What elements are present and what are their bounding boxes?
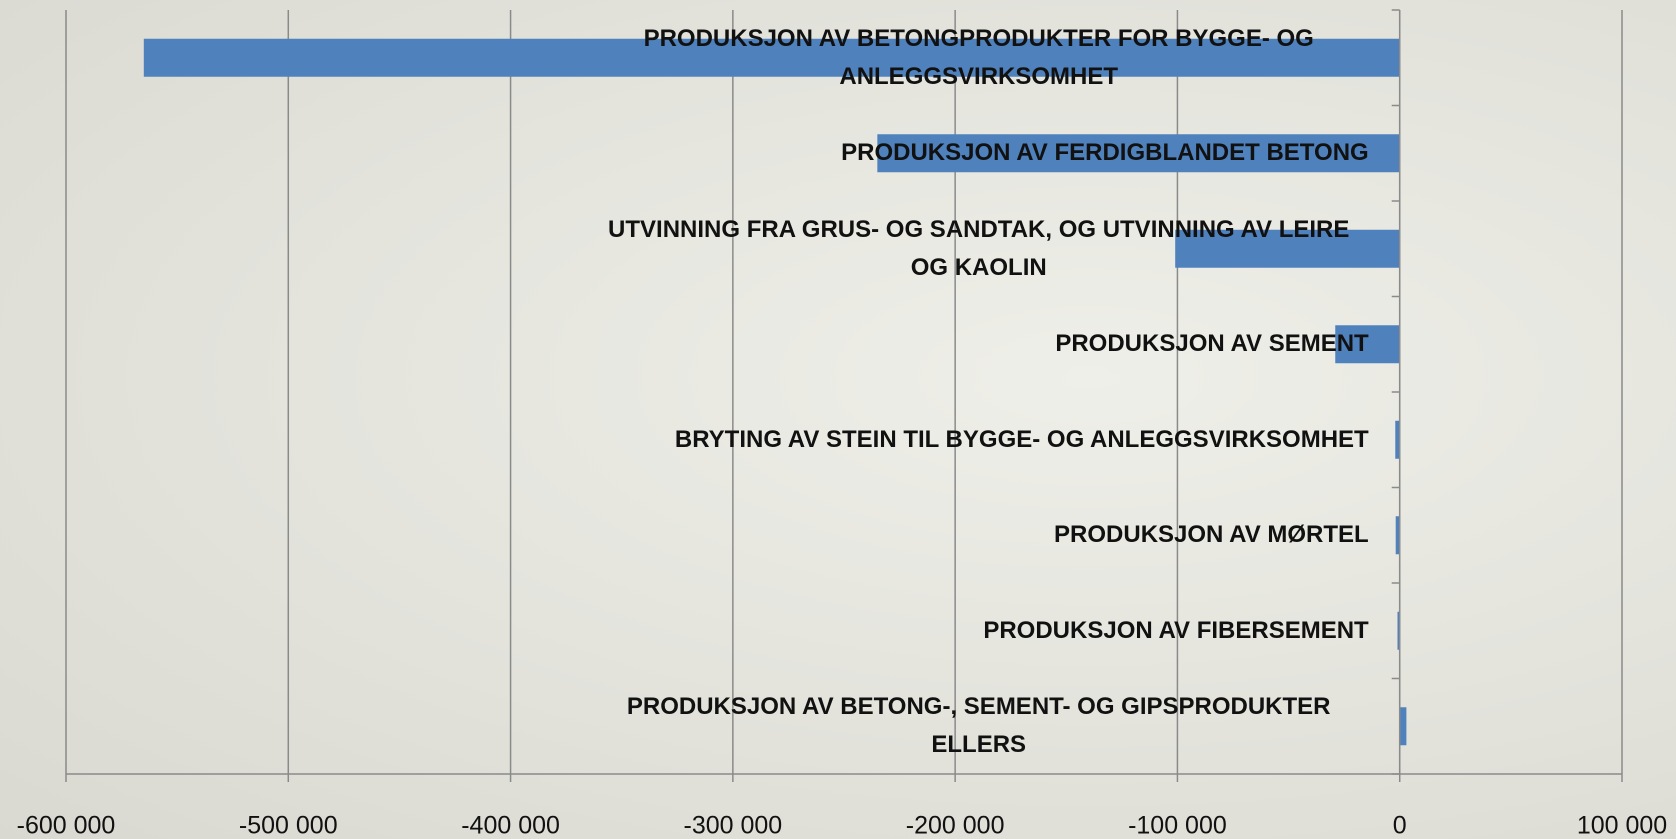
category-label: PRODUKSJON AV FERDIGBLANDET BETONG — [841, 139, 1369, 167]
bar — [1399, 707, 1407, 746]
category-label-box: PRODUKSJON AV FERDIGBLANDET BETONG — [589, 108, 1369, 198]
x-tick-label: -500 000 — [239, 812, 338, 839]
bar — [1395, 516, 1400, 555]
bar — [143, 38, 1400, 77]
bar — [1395, 420, 1400, 459]
x-tick-label: -400 000 — [461, 812, 560, 839]
category-label-box: PRODUKSJON AV SEMENT — [589, 299, 1369, 389]
bar — [1175, 229, 1400, 268]
x-tick-label: -100 000 — [1128, 812, 1227, 839]
bar — [1397, 611, 1400, 650]
category-label-box: PRODUKSJON AV BETONGPRODUKTER FOR BYGGE-… — [589, 13, 1369, 103]
category-label-box: PRODUKSJON AV MØRTEL — [589, 490, 1369, 580]
category-label-box: PRODUKSJON AV BETONG-, SEMENT- OG GIPSPR… — [589, 681, 1369, 771]
category-label: BRYTING AV STEIN TIL BYGGE- OG ANLEGGSVI… — [674, 425, 1369, 453]
category-label: PRODUKSJON AV BETONGPRODUKTER FOR BYGGE-… — [643, 24, 1314, 90]
x-tick-label: -300 000 — [684, 812, 783, 839]
category-label: PRODUKSJON AV MØRTEL — [1054, 521, 1369, 549]
category-label: PRODUKSJON AV FIBERSEMENT — [983, 616, 1369, 644]
category-label-box: UTVINNING FRA GRUS- OG SANDTAK, OG UTVIN… — [589, 204, 1369, 294]
x-tick-label: -200 000 — [906, 812, 1005, 839]
x-tick-label: -600 000 — [17, 812, 116, 839]
category-label-box: PRODUKSJON AV FIBERSEMENT — [589, 586, 1369, 676]
x-tick-label: 100 000 — [1577, 812, 1667, 839]
category-label-box: BRYTING AV STEIN TIL BYGGE- OG ANLEGGSVI… — [589, 395, 1369, 485]
category-label: PRODUKSJON AV BETONG-, SEMENT- OG GIPSPR… — [626, 693, 1331, 759]
bar — [1335, 325, 1400, 364]
category-label: UTVINNING FRA GRUS- OG SANDTAK, OG UTVIN… — [608, 215, 1350, 281]
x-tick-label: 0 — [1393, 812, 1407, 839]
bar — [877, 134, 1400, 173]
category-label: PRODUKSJON AV SEMENT — [1055, 330, 1369, 358]
